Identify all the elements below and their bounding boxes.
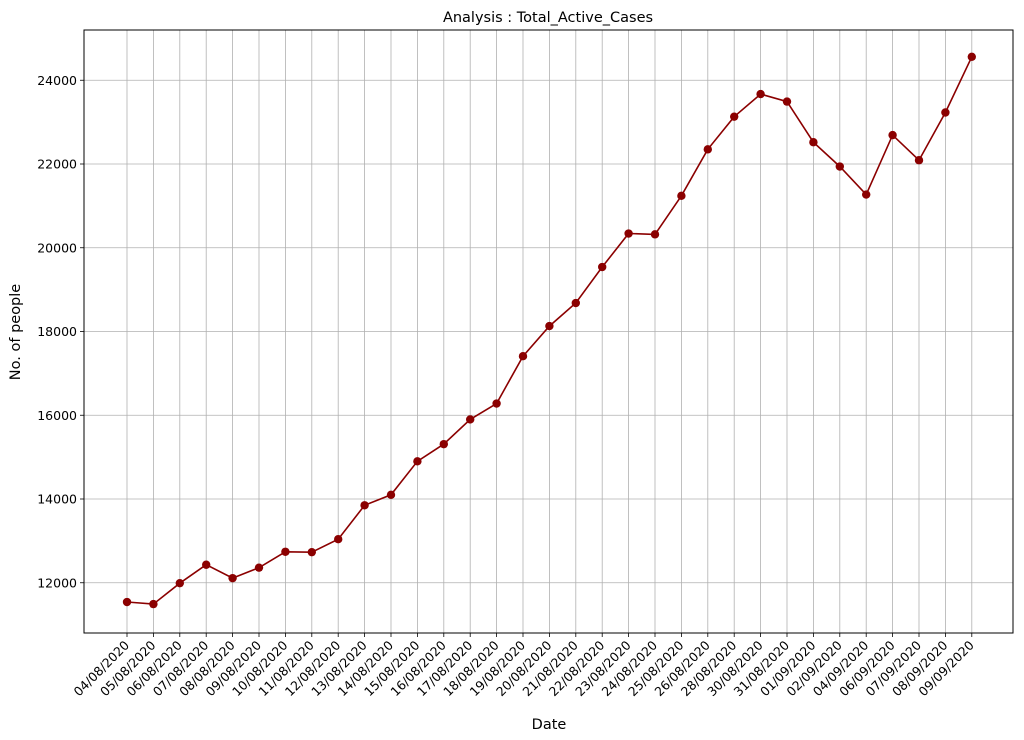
data-point bbox=[730, 112, 739, 121]
series-total-active-cases bbox=[122, 52, 976, 609]
data-point bbox=[307, 547, 316, 557]
x-axis-title: Date bbox=[532, 717, 567, 733]
data-point bbox=[281, 547, 290, 556]
y-tick-label: 14000 bbox=[37, 492, 77, 507]
data-point bbox=[624, 229, 633, 238]
y-tick-label: 18000 bbox=[37, 324, 77, 339]
data-point bbox=[888, 130, 897, 140]
data-point bbox=[175, 578, 184, 588]
grid-lines bbox=[84, 30, 1013, 633]
chart-title: Analysis : Total_Active_Cases bbox=[443, 10, 653, 26]
data-point bbox=[650, 230, 660, 239]
data-point bbox=[835, 162, 844, 171]
y-tick-label: 16000 bbox=[37, 408, 77, 423]
x-axis-ticks: 04/08/202005/08/202006/08/202007/08/2020… bbox=[71, 633, 977, 699]
data-point bbox=[809, 138, 818, 147]
data-point bbox=[571, 298, 580, 308]
data-point bbox=[967, 52, 976, 61]
data-point bbox=[386, 490, 396, 500]
data-point bbox=[360, 501, 369, 510]
data-point bbox=[413, 457, 422, 466]
y-tick-label: 22000 bbox=[37, 157, 77, 172]
data-point bbox=[862, 190, 871, 199]
data-point bbox=[703, 145, 712, 154]
data-point bbox=[677, 191, 686, 201]
data-point bbox=[122, 597, 132, 607]
data-point bbox=[598, 262, 607, 272]
y-axis-title: No. of people bbox=[8, 284, 24, 380]
data-point bbox=[756, 89, 765, 99]
data-point bbox=[202, 560, 211, 569]
y-tick-label: 20000 bbox=[37, 240, 77, 255]
data-point bbox=[941, 108, 950, 117]
data-point bbox=[228, 573, 237, 583]
data-point bbox=[254, 563, 264, 572]
data-point bbox=[149, 599, 158, 609]
data-point bbox=[545, 321, 554, 331]
y-tick-label: 12000 bbox=[37, 575, 77, 590]
data-point bbox=[466, 415, 475, 424]
data-point bbox=[334, 535, 343, 544]
data-point bbox=[439, 439, 448, 449]
data-point bbox=[518, 352, 528, 361]
y-tick-label: 24000 bbox=[37, 73, 77, 88]
data-point bbox=[782, 97, 792, 106]
data-point bbox=[492, 399, 501, 408]
data-point bbox=[914, 156, 924, 165]
y-axis-ticks: 12000 14000 16000 18000 20000 22000 24000 bbox=[37, 73, 84, 590]
